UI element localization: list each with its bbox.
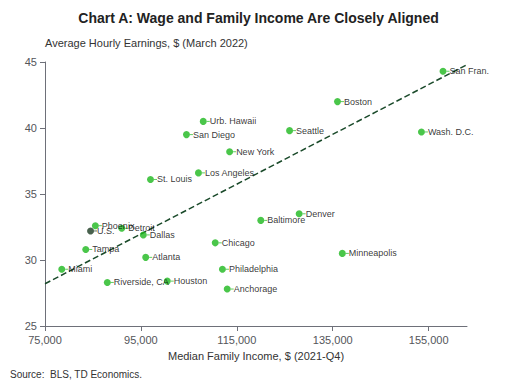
svg-text:Chicago: Chicago [222,238,255,248]
svg-text:Dallas: Dallas [150,230,176,240]
svg-text:Source: BLS, TD Economics.: Source: BLS, TD Economics. [10,369,142,380]
svg-text:San Fran.: San Fran. [450,66,490,76]
svg-text:Baltimore: Baltimore [267,215,305,225]
svg-text:30: 30 [25,254,37,266]
svg-text:Detroit: Detroit [128,223,155,234]
svg-text:Wash. D.C.: Wash. D.C. [428,127,474,137]
svg-text:Philadelphia: Philadelphia [229,264,278,274]
svg-text:Average Hourly Earnings, $ (Ma: Average Hourly Earnings, $ (March 2022) [45,37,248,49]
svg-text:Houston: Houston [174,276,208,286]
svg-text:St. Louis: St. Louis [157,174,193,184]
svg-text:45: 45 [25,56,37,68]
svg-text:Phoenix: Phoenix [101,220,135,231]
svg-text:135,000: 135,000 [313,334,353,346]
svg-text:155,000: 155,000 [409,334,449,346]
svg-text:35: 35 [25,188,37,200]
svg-text:Miami: Miami [68,264,92,274]
svg-text:Atlanta: Atlanta [152,252,180,262]
svg-text:San Diego: San Diego [193,130,235,140]
svg-text:40: 40 [25,122,37,134]
svg-text:Seattle: Seattle [296,126,324,136]
svg-text:Riverside, CA: Riverside, CA [114,277,169,287]
svg-text:Minneapolis: Minneapolis [349,248,398,258]
svg-text:Boston: Boston [344,97,372,107]
svg-text:Tampa: Tampa [92,244,119,254]
svg-text:Anchorage: Anchorage [234,284,278,294]
svg-text:Los Angeles: Los Angeles [205,168,255,178]
svg-text:Denver: Denver [306,209,335,219]
svg-text:Median Family Income, $ (2021-: Median Family Income, $ (2021-Q4) [168,350,344,362]
svg-text:25: 25 [25,320,37,332]
svg-text:U.S.: U.S. [97,226,115,236]
svg-text:Urb. Hawaii: Urb. Hawaii [210,116,257,126]
svg-text:75,000: 75,000 [28,334,62,346]
svg-text:New York: New York [236,147,275,157]
svg-text:95,000: 95,000 [124,334,158,346]
svg-text:115,000: 115,000 [217,334,256,346]
svg-text:Chart A: Wage and Family Incom: Chart A: Wage and Family Income Are Clos… [78,10,438,26]
